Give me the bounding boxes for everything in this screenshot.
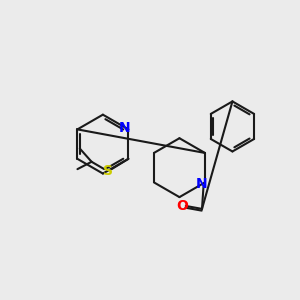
Text: S: S	[103, 164, 113, 178]
Text: N: N	[196, 177, 208, 191]
Text: O: O	[176, 199, 188, 213]
Text: N: N	[119, 121, 130, 135]
